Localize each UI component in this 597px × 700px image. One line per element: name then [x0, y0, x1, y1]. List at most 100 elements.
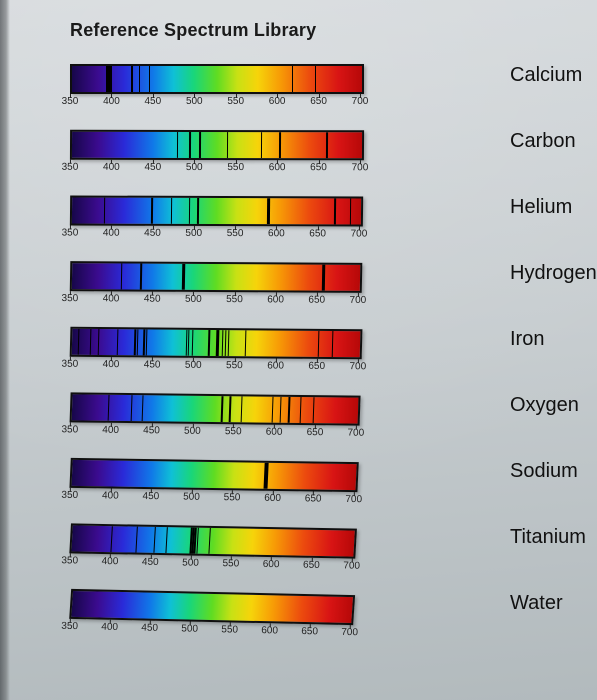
tick-label: 550 [221, 624, 238, 635]
absorption-line [245, 330, 247, 356]
tick-label: 450 [144, 162, 161, 173]
element-label: Titanium [510, 526, 586, 549]
absorption-line [279, 397, 281, 423]
absorption-line [350, 198, 351, 224]
tick-label: 400 [103, 359, 120, 370]
tick-label: 600 [266, 427, 283, 438]
absorption-line [135, 527, 137, 553]
absorption-line [322, 265, 325, 291]
tick-label: 650 [310, 96, 327, 107]
absorption-line [104, 198, 105, 224]
spectrum-block: 350400450500550600650700 [70, 327, 362, 374]
spectrum-row: 350400450500550600650700Calcium [70, 58, 570, 124]
spectrum-block: 350400450500550600650700 [70, 195, 363, 240]
tick-label: 600 [267, 360, 284, 371]
tick-label: 450 [144, 294, 161, 305]
element-label: Oxygen [510, 394, 579, 417]
absorption-line [199, 132, 201, 158]
tick-label: 500 [181, 623, 198, 634]
tick-label: 450 [142, 491, 159, 502]
tick-label: 600 [269, 96, 286, 107]
spectrum-block: 350400450500550600650700 [70, 64, 364, 108]
tick-label: 600 [263, 559, 280, 570]
tick-label: 700 [352, 162, 369, 173]
absorption-line [140, 264, 142, 290]
absorption-line [326, 132, 328, 158]
tick-label: 350 [61, 621, 78, 632]
absorption-line [188, 330, 190, 356]
tick-label: 500 [185, 360, 202, 371]
spectrum-bar [70, 64, 364, 94]
absorption-line [177, 132, 178, 158]
spectrum-row: 350400450500550600650700Helium [70, 190, 570, 256]
tick-label: 550 [227, 96, 244, 107]
absorption-line [267, 198, 270, 224]
absorption-line [315, 66, 316, 92]
tick-label: 500 [182, 557, 199, 568]
absorption-line [141, 395, 143, 421]
tick-label: 600 [269, 162, 286, 173]
tick-label: 450 [143, 425, 160, 436]
absorption-line [225, 330, 227, 356]
absorption-line [271, 397, 273, 423]
spectrum-row: 350400450500550600650700 Iron [70, 322, 570, 388]
spectrum-row: 350400450500550600650700Oxygen [70, 388, 570, 454]
element-label: Sodium [510, 460, 578, 483]
tick-label: 400 [101, 622, 118, 633]
tick-label: 650 [309, 228, 326, 239]
spectrum-bar [70, 392, 361, 425]
tick-label: 350 [61, 424, 78, 435]
absorption-line [189, 132, 191, 158]
absorption-line [151, 198, 153, 224]
absorption-line [131, 395, 133, 421]
tick-label: 450 [142, 557, 159, 568]
absorption-line [312, 397, 314, 423]
absorption-line [139, 66, 140, 92]
tick-label: 650 [301, 626, 318, 637]
spectrum-rows: 350400450500550600650700Calcium350400450… [70, 58, 570, 652]
tick-label: 700 [351, 228, 368, 239]
absorption-line [109, 66, 112, 92]
axis-ticks: 350400450500550600650700 [70, 225, 359, 240]
tick-label: 700 [352, 96, 369, 107]
absorption-line [154, 527, 156, 553]
absorption-line [292, 66, 293, 92]
absorption-line [317, 331, 319, 357]
element-label: Hydrogen [510, 262, 597, 285]
page-title: Reference Spectrum Library [70, 20, 316, 41]
spectrum-row: 350400450500550600650700Titanium [70, 520, 570, 586]
absorption-line [131, 66, 133, 92]
absorption-line [196, 198, 198, 224]
tick-label: 350 [62, 162, 79, 173]
spectrum-row: 350400450500550600650700Carbon [70, 124, 570, 190]
spectrum-block: 350400450500550600650700 [70, 261, 362, 307]
axis-ticks: 350400450500550600650700 [70, 488, 354, 506]
tick-label: 450 [141, 622, 158, 633]
spectrum-block: 350400450500550600650700 [70, 392, 360, 439]
element-label: Iron [510, 328, 544, 351]
tick-label: 550 [226, 294, 243, 305]
tick-label: 400 [103, 96, 120, 107]
absorption-line [241, 396, 243, 422]
page-root: Reference Spectrum Library 3504004505005… [0, 0, 597, 700]
tick-label: 600 [261, 625, 278, 636]
spectrum-bar [70, 261, 363, 293]
absorption-line [121, 263, 122, 289]
spectrum-row: 350400450500550600650700Sodium [70, 454, 570, 520]
tick-label: 500 [185, 228, 202, 239]
axis-ticks: 350400450500550600650700 [70, 357, 358, 374]
tick-label: 550 [222, 558, 239, 569]
tick-label: 700 [341, 627, 358, 638]
spectrum-row: 350400450500550600650700Water [70, 586, 570, 652]
tick-label: 650 [305, 493, 322, 504]
absorption-line [78, 329, 80, 355]
absorption-line [133, 329, 136, 355]
spectrum-block: 350400450500550600650700 [70, 130, 364, 175]
absorption-line [182, 264, 185, 290]
tick-label: 700 [343, 560, 360, 571]
element-label: Carbon [510, 130, 576, 153]
element-label: Calcium [510, 64, 582, 87]
tick-label: 400 [103, 293, 120, 304]
tick-label: 500 [184, 426, 201, 437]
absorption-line [149, 66, 150, 92]
